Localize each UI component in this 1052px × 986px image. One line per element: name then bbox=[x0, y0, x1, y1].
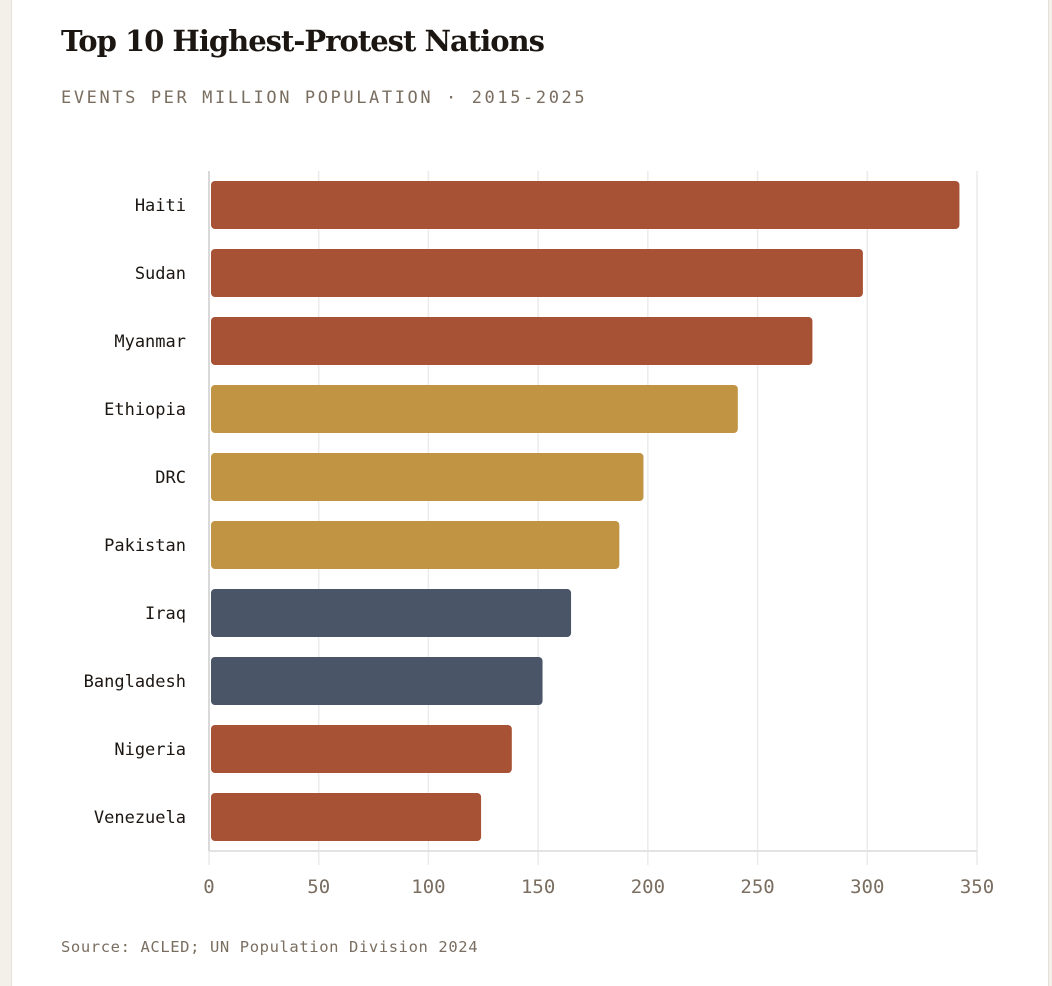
category-label: Bangladesh bbox=[84, 672, 186, 692]
bar-venezuela bbox=[211, 793, 482, 841]
x-tick-label: 350 bbox=[960, 876, 994, 898]
category-label: Myanmar bbox=[114, 332, 186, 352]
category-label: DRC bbox=[155, 468, 186, 488]
source-note: Source: ACLED; UN Population Division 20… bbox=[61, 938, 479, 956]
bar-nigeria bbox=[211, 725, 512, 773]
chart-subtitle: EVENTS PER MILLION POPULATION · 2015-202… bbox=[61, 88, 588, 108]
x-tick-labels: 0 50 100 150 200 250 300 350 bbox=[203, 876, 994, 898]
bars bbox=[211, 181, 960, 841]
category-label: Nigeria bbox=[114, 740, 186, 760]
category-label: Pakistan bbox=[104, 536, 186, 556]
bar-sudan bbox=[211, 249, 863, 297]
x-tick-label: 200 bbox=[631, 876, 665, 898]
bar-haiti bbox=[211, 181, 960, 229]
x-tick-label: 250 bbox=[740, 876, 774, 898]
chart-title: Top 10 Highest-Protest Nations bbox=[61, 24, 545, 58]
category-label: Venezuela bbox=[94, 808, 186, 828]
bar-iraq bbox=[211, 589, 572, 637]
x-tick-label: 150 bbox=[521, 876, 555, 898]
x-tick-label: 0 bbox=[203, 876, 214, 898]
category-label: Sudan bbox=[135, 264, 186, 284]
bar-drc bbox=[211, 453, 644, 501]
category-label: Ethiopia bbox=[104, 400, 186, 420]
axes bbox=[208, 171, 977, 852]
bar-ethiopia bbox=[211, 385, 738, 433]
category-label: Iraq bbox=[145, 604, 186, 624]
category-labels: Haiti Sudan Myanmar Ethiopia DRC Pakistan Iraq… bbox=[84, 196, 186, 828]
category-label: Haiti bbox=[135, 196, 186, 216]
x-tick-label: 50 bbox=[307, 876, 330, 898]
bar-myanmar bbox=[211, 317, 813, 365]
bar-bangladesh bbox=[211, 657, 543, 705]
x-tick-label: 100 bbox=[411, 876, 445, 898]
x-tick-label: 300 bbox=[850, 876, 884, 898]
bar-pakistan bbox=[211, 521, 620, 569]
